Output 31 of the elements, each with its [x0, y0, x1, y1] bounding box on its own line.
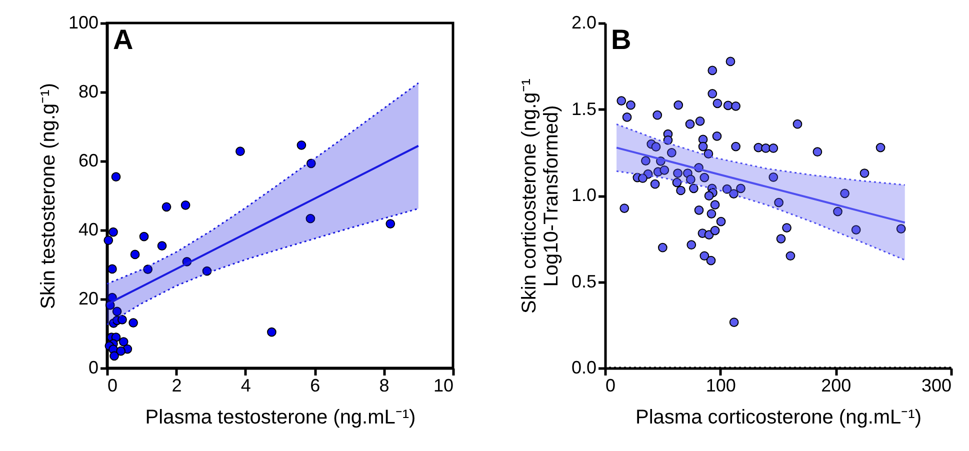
y-tick-label: 100: [68, 12, 98, 32]
y-tick-label: 1.5: [571, 98, 596, 119]
y-tick-label: 60: [78, 150, 98, 170]
y-axis-title: Skin corticosterone (ng.g⁻¹ Log10-Transformed): [518, 78, 562, 314]
y-tick-label: 0: [88, 358, 98, 378]
y-tick-label: 1.0: [571, 185, 596, 205]
x-tick-label: 300: [921, 376, 952, 396]
x-tick-label: 0: [606, 376, 616, 396]
y-tick-label: 0.0: [571, 358, 596, 378]
line-series: [106, 82, 420, 285]
line-series: [616, 124, 906, 186]
y-tick-label: 80: [78, 82, 98, 102]
y-tick-label: 40: [78, 220, 98, 240]
line-series: [106, 208, 420, 326]
x-tick-label: 6: [310, 376, 320, 396]
x-axis-title: Plasma corticosterone (ng.mL⁻¹): [636, 406, 922, 428]
x-axis-title: Plasma testosterone (ng.mL⁻¹): [145, 406, 416, 428]
x-tick-label: 2: [172, 376, 182, 396]
x-tick-label: 200: [821, 376, 852, 396]
x-tick-label: 4: [240, 376, 251, 396]
x-tick-label: 0: [108, 376, 118, 396]
x-tick-label: 100: [706, 376, 736, 396]
y-axis-title: Skin testosterone (ng.g⁻¹): [37, 83, 60, 309]
y-tick-label: 0.5: [571, 271, 596, 292]
line-series: [616, 170, 906, 261]
y-tick-label: 2.0: [571, 12, 596, 32]
annotation: B: [611, 24, 632, 55]
annotation: A: [113, 24, 134, 55]
x-tick-label: 10: [433, 376, 454, 396]
x-tick-label: 8: [379, 376, 390, 396]
y-tick-label: 20: [78, 288, 98, 308]
